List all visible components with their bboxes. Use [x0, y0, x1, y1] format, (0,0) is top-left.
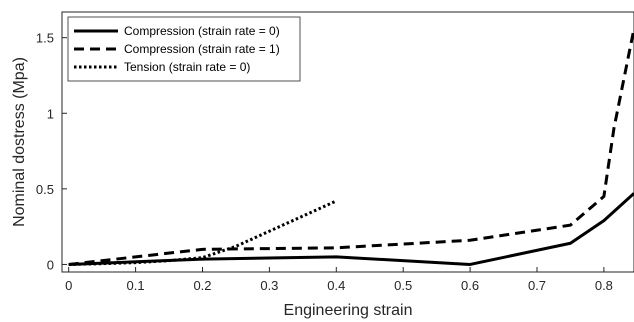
legend-label-compression-rate-1: Compression (strain rate = 1): [124, 42, 280, 56]
x-tick-label: 0.4: [327, 278, 345, 293]
x-tick-label: 0.1: [127, 278, 145, 293]
x-tick-label: 0: [65, 278, 72, 293]
series-line-tension-rate-0: [68, 199, 337, 266]
y-tick-label: 0.5: [36, 182, 54, 197]
legend: Compression (strain rate = 0) Compressio…: [67, 16, 301, 82]
legend-label-tension-rate-0: Tension (strain rate = 0): [124, 60, 250, 74]
x-tick-label: 0.6: [461, 278, 479, 293]
series-layer: [68, 28, 634, 266]
x-tick-label: 0.3: [260, 278, 278, 293]
x-tick-label: 0.7: [528, 278, 546, 293]
axis-ticks: 0 0.1 0.2 0.3 0.4 0.5 0.6 0.7 0.8 0 0.5 1 1.5: [36, 31, 613, 293]
x-axis-title: Engineering strain: [284, 302, 413, 319]
series-line-compression-rate-0: [68, 192, 634, 266]
x-tick-label: 0.5: [394, 278, 412, 293]
y-tick-label: 1.5: [36, 31, 54, 46]
y-tick-label: 1: [47, 106, 54, 121]
x-tick-label: 0.2: [193, 278, 211, 293]
series-line-compression-rate-1: [68, 28, 634, 266]
y-axis-title: Nominal dostress (Mpa): [11, 57, 28, 227]
y-tick-label: 0: [47, 257, 54, 272]
x-tick-label: 0.8: [595, 278, 613, 293]
legend-label-compression-rate-0: Compression (strain rate = 0): [124, 24, 280, 38]
